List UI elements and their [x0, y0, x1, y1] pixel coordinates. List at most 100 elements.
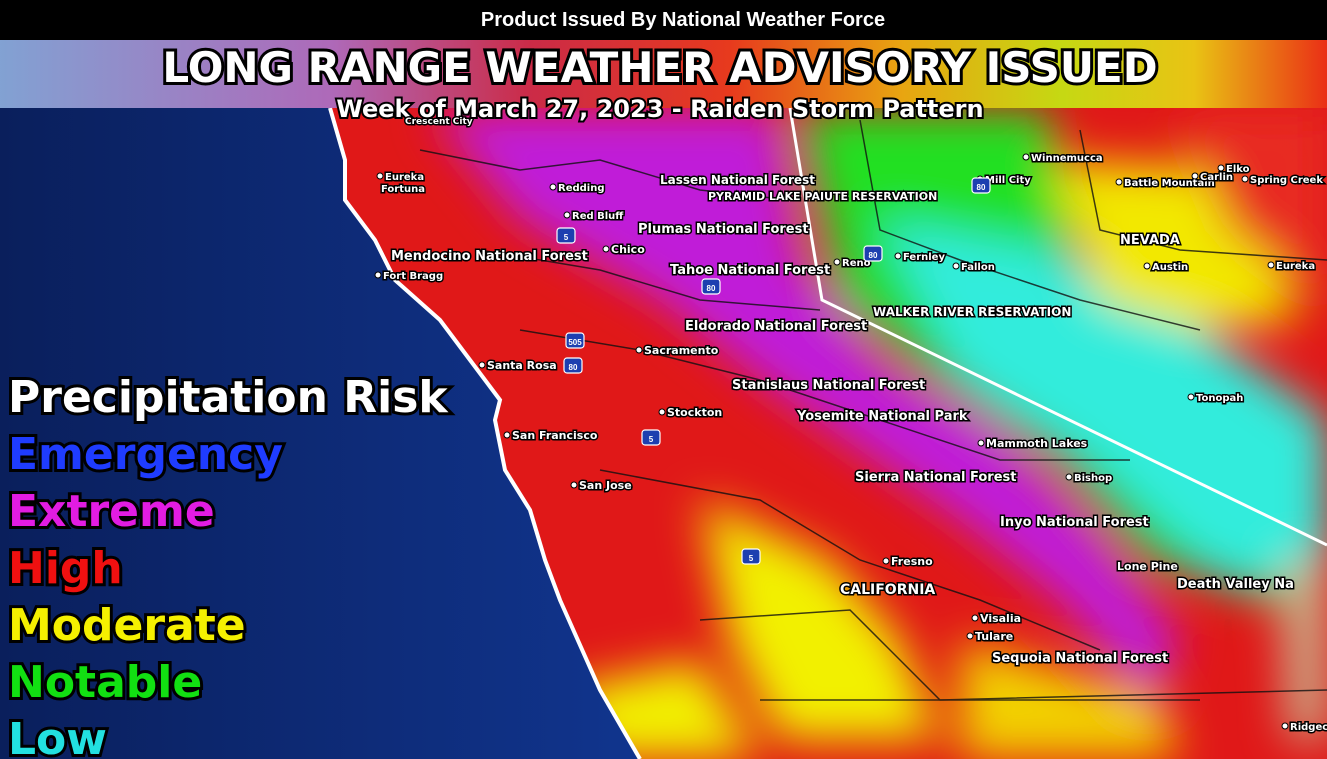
- place-dot: [1217, 164, 1225, 172]
- place-label: Crescent City: [405, 117, 473, 127]
- risk-shading: [330, 108, 1327, 759]
- place-label: Bishop: [1074, 473, 1112, 484]
- place-dot: [977, 439, 985, 447]
- place-label: PYRAMID LAKE PAIUTE RESERVATION: [708, 190, 937, 203]
- place-label: Lone Pine: [1117, 560, 1178, 573]
- place-dot: [503, 431, 511, 439]
- product-line: Product Issued By National Weather Force: [481, 9, 885, 31]
- place-label: Tulare: [975, 630, 1013, 643]
- place-dot: [1022, 153, 1030, 161]
- place-label: Eldorado National Forest: [685, 319, 867, 334]
- coastline: [328, 107, 642, 759]
- place-label: Fallon: [961, 262, 995, 273]
- place-dot: [374, 271, 382, 279]
- county-lines: [419, 119, 1327, 701]
- place-label: San Francisco: [512, 429, 598, 442]
- place-label: Eureka: [1276, 261, 1315, 272]
- highway-number: 5: [649, 435, 654, 444]
- place-label: Death Valley Na: [1177, 577, 1294, 592]
- highway-number: 5: [564, 233, 569, 242]
- place-dot: [563, 211, 571, 219]
- highway-number: 80: [977, 183, 986, 192]
- place-label: Visalia: [980, 612, 1021, 625]
- place-dot: [635, 346, 643, 354]
- place-label: Mendocino National Forest: [391, 249, 588, 264]
- place-dot: [376, 172, 384, 180]
- place-label: Yosemite National Park: [796, 409, 968, 424]
- place-dot: [952, 262, 960, 270]
- place-label: Austin: [1152, 262, 1188, 273]
- place-dot: [1281, 722, 1289, 730]
- place-dot: [1115, 178, 1123, 186]
- place-label: Sequoia National Forest: [992, 651, 1168, 666]
- place-dot: [1241, 175, 1249, 183]
- place-label: Mill City: [985, 175, 1031, 186]
- place-dot: [894, 252, 902, 260]
- place-dot: [966, 632, 974, 640]
- place-dot: [570, 481, 578, 489]
- place-dot: [478, 361, 486, 369]
- place-label: Fortuna: [381, 184, 425, 195]
- legend-item: Emergency: [8, 429, 283, 480]
- place-label: Winnemucca: [1031, 153, 1103, 164]
- legend: Precipitation Risk Emergency Extreme High M…: [5, 369, 452, 759]
- place-label: Elko: [1226, 164, 1250, 175]
- place-label: Tonopah: [1196, 393, 1243, 404]
- place-dot: [1143, 262, 1151, 270]
- place-dot: [1191, 172, 1199, 180]
- place-dot: [1267, 261, 1275, 269]
- highway-shield: [641, 429, 661, 446]
- place-label: CALIFORNIA: [840, 582, 935, 598]
- place-label: Eureka: [385, 172, 424, 183]
- place-label: Plumas National Forest: [638, 222, 809, 237]
- place-label: San Jose: [579, 479, 632, 492]
- place-dot: [602, 245, 610, 253]
- place-label: Santa Rosa: [487, 359, 557, 372]
- place-label: Fort Bragg: [383, 271, 443, 282]
- title: LONG RANGE WEATHER ADVISORY ISSUED: [162, 43, 1157, 92]
- highway-shield: [565, 332, 585, 349]
- legend-item: Moderate: [8, 600, 246, 651]
- legend-title: Precipitation Risk: [8, 372, 449, 423]
- legend-item: Low: [8, 714, 107, 759]
- place-label: Stockton: [667, 406, 722, 419]
- highway-shield: [863, 245, 883, 262]
- highway-shield: [556, 227, 576, 244]
- highway-shield: [563, 357, 583, 374]
- place-label: Fresno: [891, 555, 933, 568]
- place-dot: [971, 614, 979, 622]
- highway-number: 80: [869, 251, 878, 260]
- title-banner: [0, 40, 1327, 108]
- place-dot: [549, 183, 557, 191]
- place-dot: [1065, 473, 1073, 481]
- place-label: Red Bluff: [572, 211, 624, 222]
- highway-number: 5: [749, 554, 754, 563]
- place-label: Battle Mountain: [1124, 178, 1215, 189]
- place-label: Inyo National Forest: [1000, 515, 1149, 530]
- place-dot: [833, 258, 841, 266]
- place-label: Sierra National Forest: [855, 470, 1016, 485]
- legend-item: Extreme: [8, 486, 215, 537]
- legend-item: High: [8, 543, 123, 594]
- highway-shield: [741, 548, 761, 565]
- place-label: Stanislaus National Forest: [732, 378, 925, 393]
- place-label: Carlin: [1200, 172, 1233, 183]
- place-label: Ridgec: [1290, 722, 1327, 733]
- place-dot: [658, 408, 666, 416]
- place-label: Lassen National Forest: [660, 173, 815, 187]
- place-label: Redding: [558, 183, 605, 194]
- highway-number: 80: [707, 284, 716, 293]
- place-label: Mammoth Lakes: [986, 437, 1088, 450]
- highway-number: 80: [569, 363, 578, 372]
- place-label: Sacramento: [644, 344, 719, 357]
- highway-shield: [701, 278, 721, 295]
- place-dot: [882, 557, 890, 565]
- subtitle: Week of March 27, 2023 - Raiden Storm Pa…: [336, 95, 983, 123]
- legend-item: Notable: [8, 657, 202, 708]
- place-label: Chico: [611, 243, 645, 256]
- place-label: NEVADA: [1120, 233, 1180, 248]
- place-label: Fernley: [903, 252, 945, 263]
